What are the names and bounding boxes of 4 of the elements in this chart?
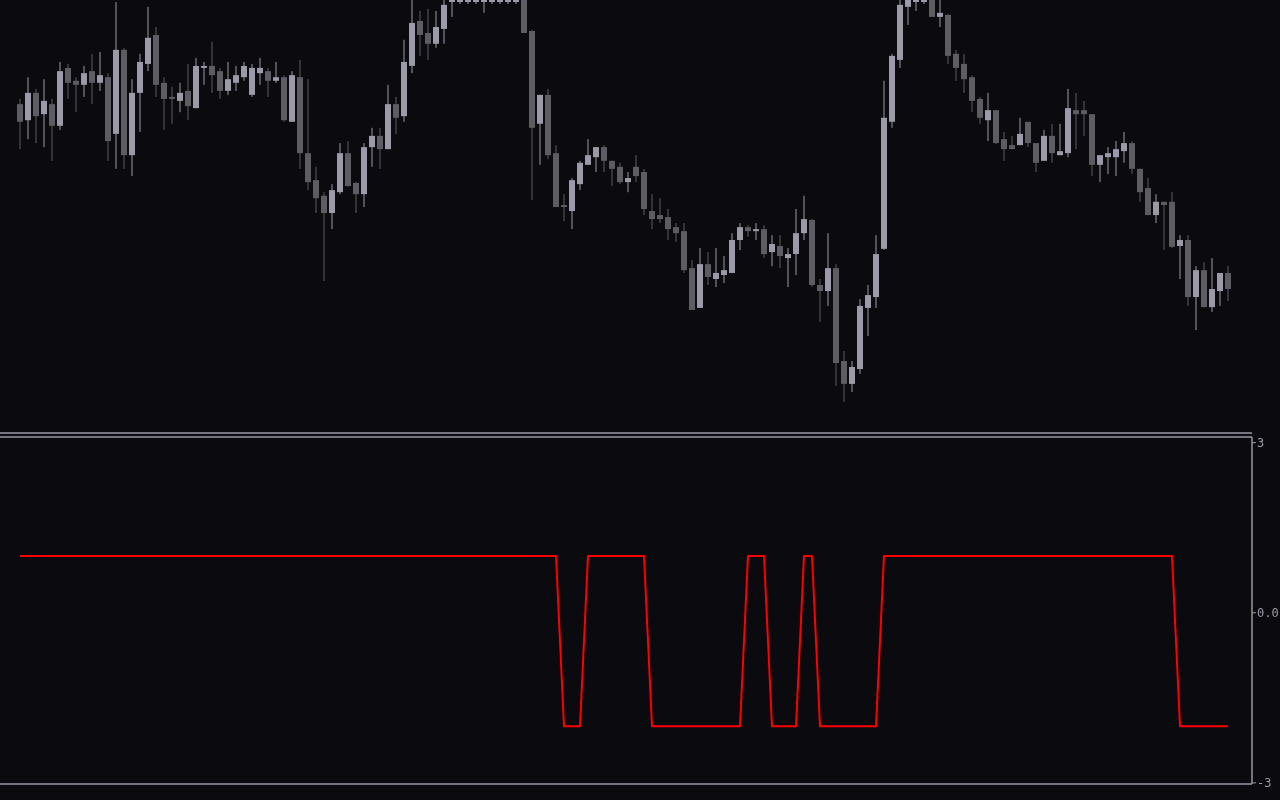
y-tick-label: -3 (1257, 776, 1272, 791)
y-tick-label: 0.0 (1257, 605, 1279, 620)
y-tick-label: 3 (1257, 435, 1265, 450)
candlestick (1161, 201, 1167, 251)
